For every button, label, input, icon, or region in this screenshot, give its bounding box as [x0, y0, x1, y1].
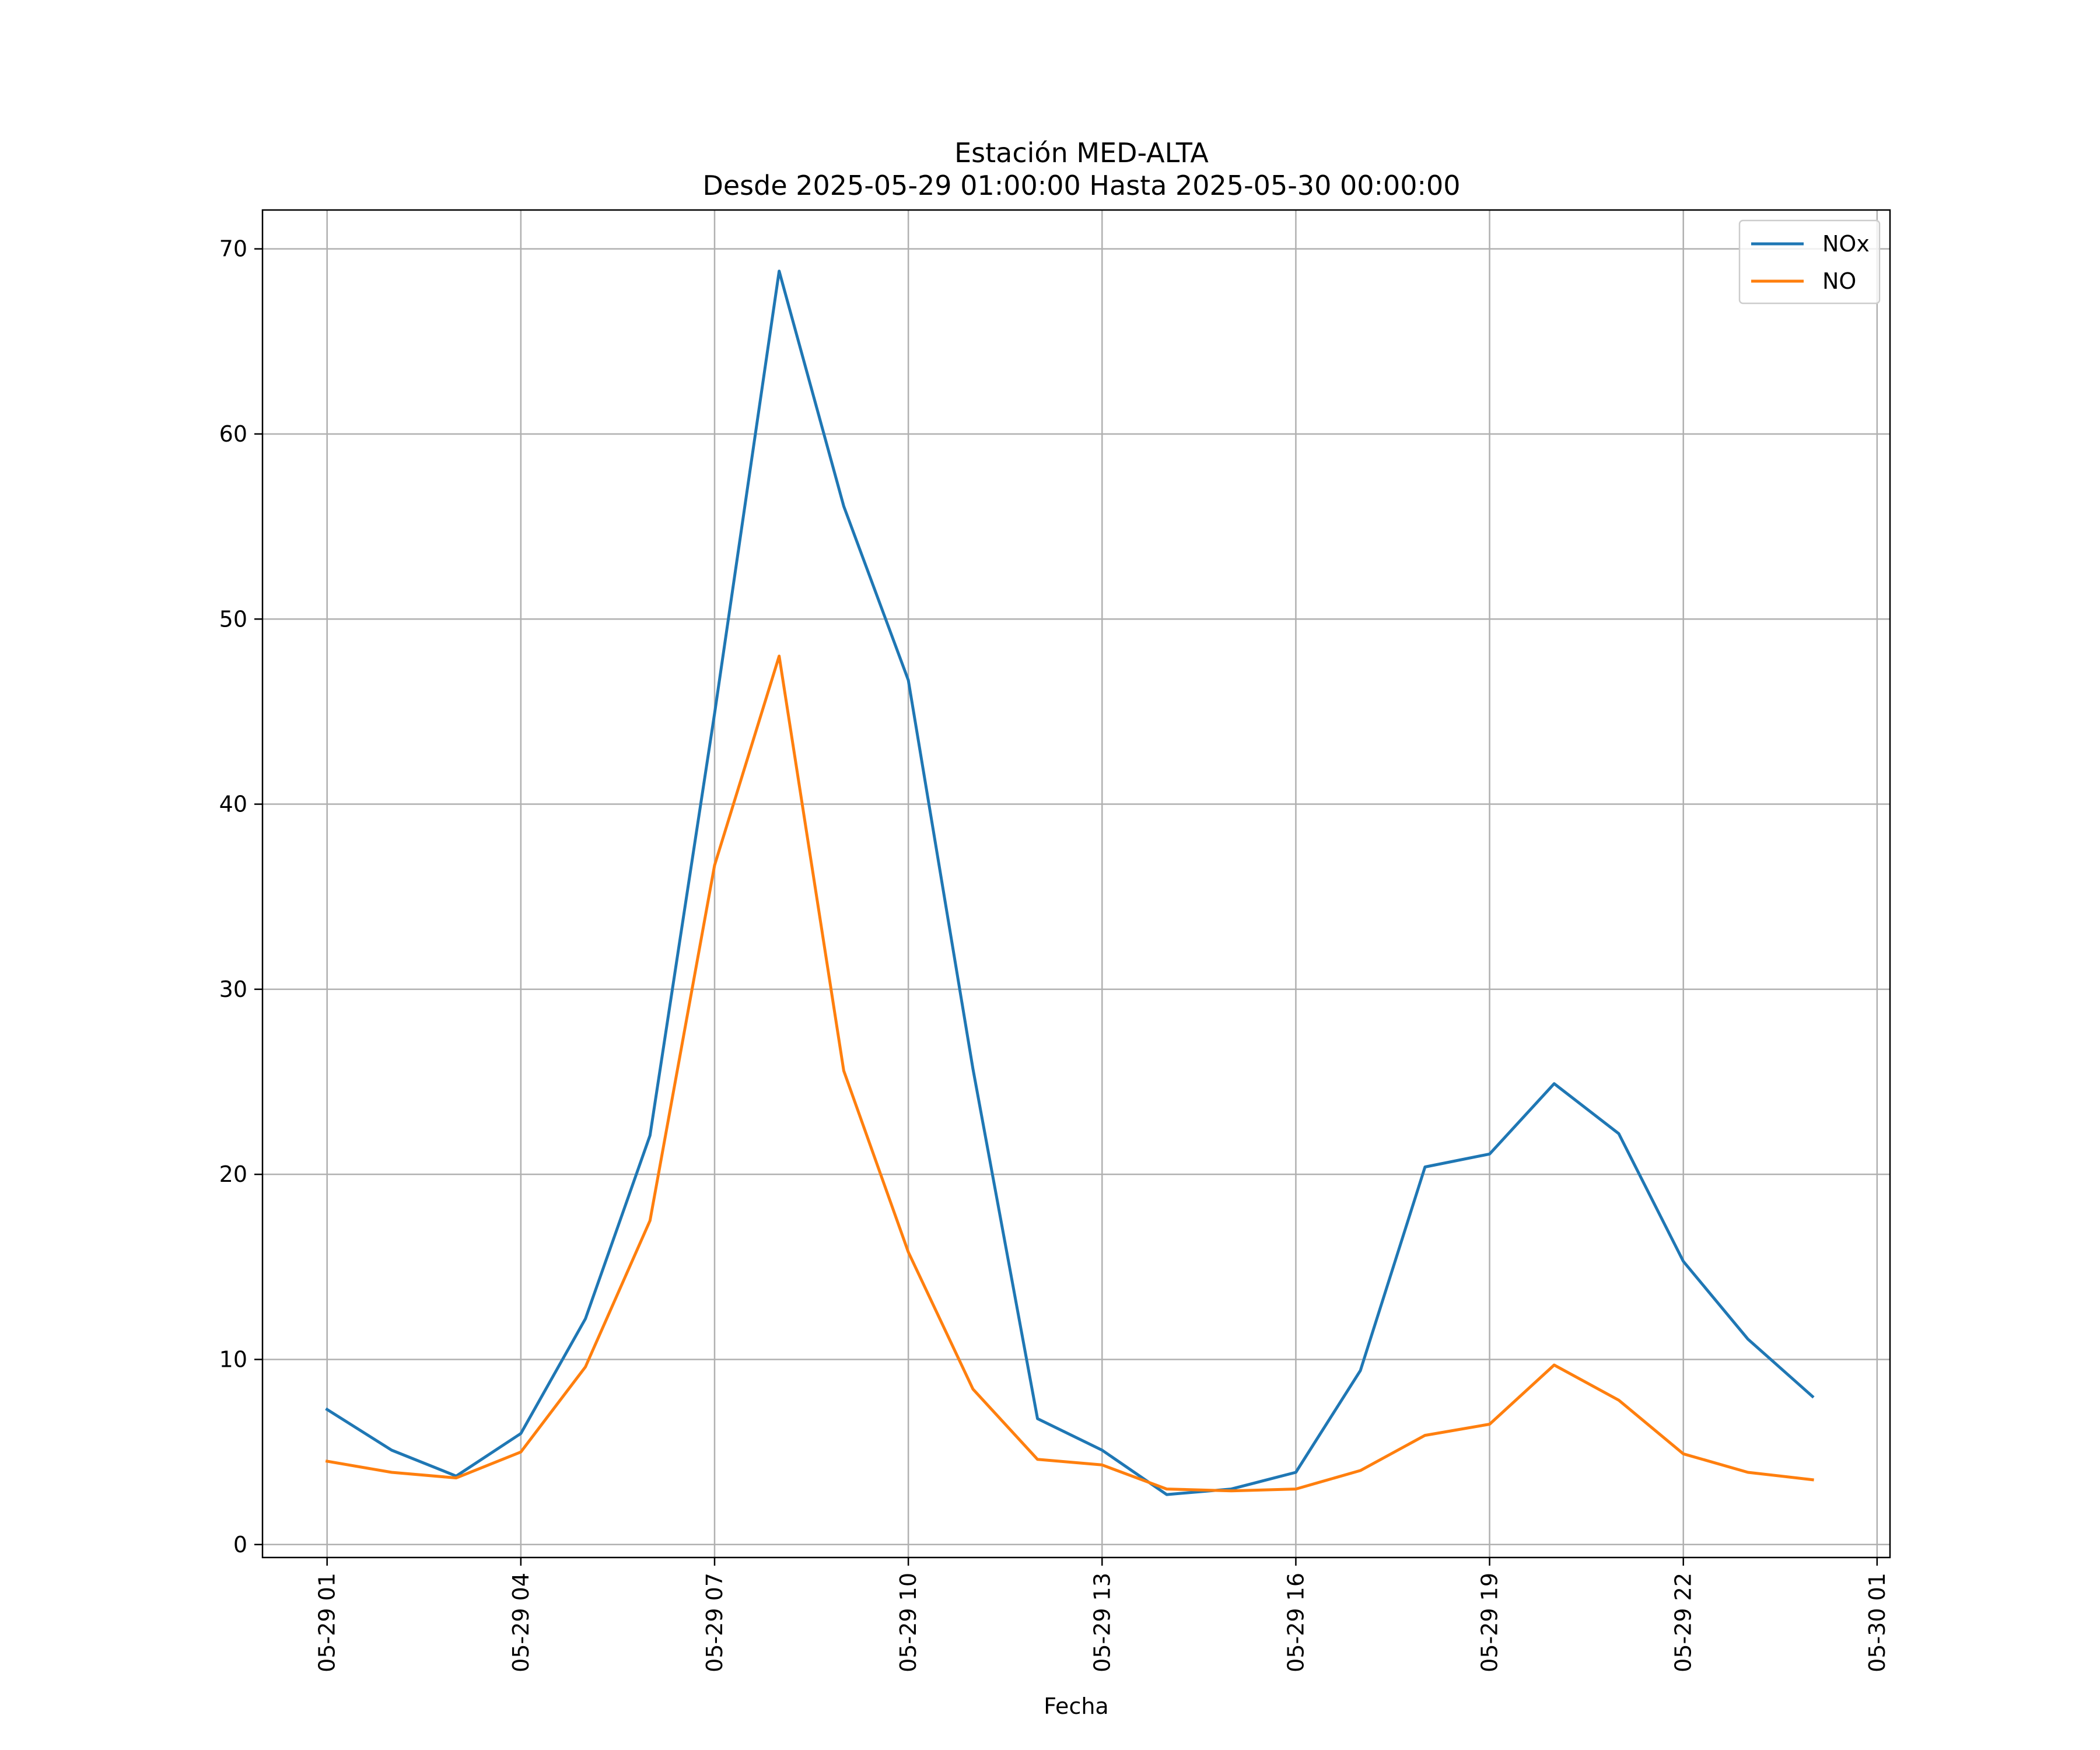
grid [262, 210, 1890, 1558]
legend-label-no: NO [1822, 268, 1856, 294]
chart-title: Estación MED-ALTA [954, 137, 1209, 169]
y-tick-label: 0 [233, 1532, 247, 1558]
y-axis-ticks: 0 10 20 30 40 50 60 70 [219, 236, 262, 1558]
y-tick-label: 10 [219, 1346, 247, 1372]
x-tick-label: 05-30 01 [1864, 1573, 1890, 1672]
x-tick-label: 05-29 16 [1283, 1573, 1308, 1672]
chart-subtitle: Desde 2025-05-29 01:00:00 Hasta 2025-05-… [702, 170, 1460, 201]
x-tick-label: 05-29 19 [1477, 1573, 1503, 1672]
y-tick-label: 60 [219, 421, 247, 447]
x-tick-label: 05-29 01 [314, 1573, 340, 1672]
plot-frame [261, 209, 1891, 1559]
x-tick-label: 05-29 04 [508, 1573, 534, 1672]
legend: NOx NO [1738, 219, 1881, 304]
x-tick-label: 05-29 10 [895, 1573, 921, 1672]
x-axis-label: Fecha [1044, 1693, 1108, 1719]
x-tick-label: 05-29 13 [1089, 1573, 1115, 1672]
x-tick-label: 05-29 22 [1671, 1573, 1696, 1672]
x-tick-label: 05-29 07 [702, 1573, 727, 1672]
series-lines [325, 270, 1815, 1496]
legend-label-nox: NOx [1822, 231, 1870, 257]
y-tick-label: 70 [219, 236, 247, 262]
y-tick-label: 30 [219, 977, 247, 1002]
series-line-nox [325, 270, 1815, 1496]
series-line-no [325, 654, 1814, 1493]
y-tick-label: 40 [219, 792, 247, 817]
x-axis-ticks: 05-29 01 05-29 04 05-29 07 05-29 10 05-29 13… [314, 1558, 1890, 1672]
y-tick-label: 20 [219, 1161, 247, 1187]
y-tick-label: 50 [219, 606, 247, 632]
